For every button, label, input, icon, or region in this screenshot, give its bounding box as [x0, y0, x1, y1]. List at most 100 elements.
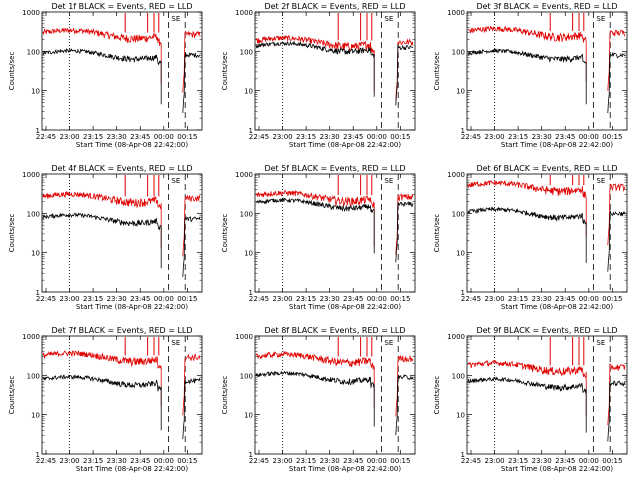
y-tick-label: 100	[240, 210, 253, 218]
marker-glyph: SE	[384, 177, 393, 185]
lld-series	[255, 34, 375, 92]
panel-title: Det 2f BLACK = Events, RED = LLD	[264, 2, 405, 11]
panel-title: Det 4f BLACK = Events, RED = LLD	[51, 164, 192, 173]
y-axis-label: Counts/sec	[221, 52, 229, 91]
x-axis-label: Start Time (08-Apr-08 22:42:00)	[501, 465, 613, 473]
x-tick-label: 23:45	[130, 133, 150, 141]
x-tick-label: 00:00	[154, 457, 174, 465]
x-axis-label: Start Time (08-Apr-08 22:42:00)	[76, 465, 188, 473]
lld-series-after-gap	[182, 30, 201, 93]
x-tick-label: 23:45	[555, 295, 575, 303]
y-tick-label: 1	[36, 127, 40, 135]
lld-series	[467, 25, 587, 83]
events-series	[467, 48, 587, 105]
y-tick-label: 1	[461, 451, 465, 459]
x-tick-label: 22:45	[461, 457, 481, 465]
events-series	[42, 48, 162, 105]
x-tick-label: 23:00	[59, 133, 79, 141]
x-axis-label: Start Time (08-Apr-08 22:42:00)	[289, 303, 401, 311]
events-series-after-gap	[395, 43, 414, 106]
y-axis-label: Counts/sec	[433, 376, 441, 415]
y-tick-label: 100	[452, 48, 465, 56]
events-series-after-gap	[607, 380, 626, 442]
lld-series	[255, 189, 375, 247]
lld-series	[467, 179, 587, 237]
panel-title: Det 6f BLACK = Events, RED = LLD	[476, 164, 617, 173]
plot-frame	[466, 11, 628, 131]
y-tick-label: 1	[249, 289, 253, 297]
x-tick-label: 00:15	[177, 457, 197, 465]
x-tick-label: 22:45	[249, 133, 269, 141]
x-tick-label: 23:30	[320, 457, 340, 465]
x-tick-label: 23:30	[107, 295, 127, 303]
lld-series	[467, 359, 587, 417]
x-tick-label: 23:00	[484, 133, 504, 141]
y-tick-label: 1000	[447, 171, 465, 179]
detector-panel-9: Det 9f BLACK = Events, RED = LLD 1 10 100 10…	[433, 326, 628, 473]
x-tick-label: 23:30	[320, 133, 340, 141]
plot-frame	[41, 11, 203, 131]
events-series-after-gap	[182, 52, 201, 114]
events-series-after-gap	[607, 51, 626, 114]
plot-frame	[466, 335, 628, 455]
x-tick-label: 23:30	[107, 457, 127, 465]
plot-frame	[466, 173, 628, 293]
x-tick-label: 23:00	[272, 457, 292, 465]
y-tick-label: 10	[31, 412, 40, 420]
x-tick-label: 00:00	[154, 295, 174, 303]
x-tick-label: 23:30	[532, 295, 552, 303]
y-tick-label: 10	[456, 250, 465, 258]
detector-panel-2: Det 2f BLACK = Events, RED = LLD 1 10 100 10…	[221, 2, 416, 149]
y-tick-label: 1	[249, 451, 253, 459]
x-tick-label: 23:45	[130, 457, 150, 465]
y-axis-label: Counts/sec	[221, 376, 229, 415]
y-tick-label: 1000	[235, 9, 253, 17]
events-series	[255, 197, 375, 254]
y-tick-label: 1000	[447, 9, 465, 17]
x-tick-label: 00:15	[177, 133, 197, 141]
y-tick-label: 100	[27, 48, 40, 56]
x-tick-label: 22:45	[36, 457, 56, 465]
x-axis-label: Start Time (08-Apr-08 22:42:00)	[501, 141, 613, 149]
y-tick-label: 100	[240, 48, 253, 56]
x-tick-label: 23:00	[59, 457, 79, 465]
y-tick-label: 100	[27, 210, 40, 218]
events-series-after-gap	[607, 210, 626, 272]
x-tick-label: 23:15	[508, 457, 528, 465]
plot-frame	[254, 173, 416, 293]
x-axis-label: Start Time (08-Apr-08 22:42:00)	[76, 303, 188, 311]
events-series	[467, 376, 587, 433]
y-tick-label: 10	[31, 88, 40, 96]
lld-series	[42, 27, 162, 84]
x-tick-label: 00:15	[390, 457, 410, 465]
detector-panel-3: Det 3f BLACK = Events, RED = LLD 1 10 100 10…	[433, 2, 628, 149]
events-series	[42, 212, 162, 269]
events-series	[255, 370, 375, 427]
lld-series	[42, 191, 162, 248]
y-tick-label: 10	[456, 412, 465, 420]
lld-series-after-gap	[607, 183, 626, 246]
events-series-after-gap	[182, 216, 201, 278]
events-series	[42, 374, 162, 431]
detector-panel-6: Det 6f BLACK = Events, RED = LLD 1 10 100 10…	[433, 164, 628, 311]
y-tick-label: 10	[456, 88, 465, 96]
y-tick-label: 1	[36, 451, 40, 459]
marker-glyph: SE	[171, 339, 180, 347]
y-tick-label: 1000	[22, 171, 40, 179]
x-tick-label: 23:00	[484, 457, 504, 465]
x-axis-label: Start Time (08-Apr-08 22:42:00)	[289, 141, 401, 149]
x-tick-label: 22:45	[461, 295, 481, 303]
x-axis-label: Start Time (08-Apr-08 22:42:00)	[501, 303, 613, 311]
y-tick-label: 1	[461, 127, 465, 135]
x-tick-label: 00:00	[579, 133, 599, 141]
x-tick-label: 23:45	[343, 457, 363, 465]
y-axis-label: Counts/sec	[8, 52, 16, 91]
panel-title: Det 8f BLACK = Events, RED = LLD	[264, 326, 405, 335]
x-tick-label: 00:15	[602, 457, 622, 465]
panel-title: Det 5f BLACK = Events, RED = LLD	[264, 164, 405, 173]
x-tick-label: 23:30	[320, 295, 340, 303]
x-tick-label: 23:00	[484, 295, 504, 303]
plot-frame	[41, 173, 203, 293]
x-tick-label: 00:00	[579, 457, 599, 465]
y-tick-label: 10	[244, 88, 253, 96]
